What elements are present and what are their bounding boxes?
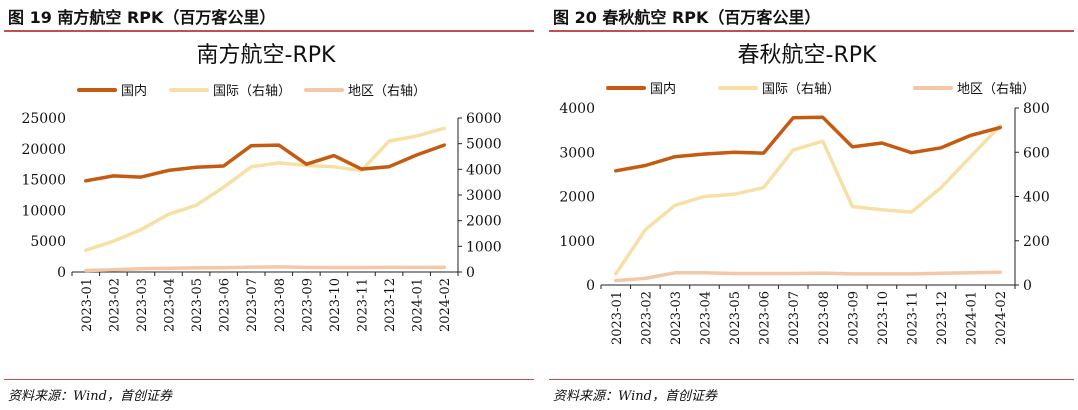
x-tick-label: 2023-05 <box>728 291 743 345</box>
y-right-tick-label: 5000 <box>466 137 502 153</box>
x-tick-label: 2023-11 <box>356 278 371 332</box>
x-tick-label: 2023-03 <box>135 278 150 332</box>
x-tick-label: 2023-06 <box>218 278 233 332</box>
source-rule <box>549 379 1074 380</box>
y-right-tick-label: 200 <box>1023 234 1050 250</box>
x-tick-label: 2023-01 <box>80 278 95 332</box>
x-tick-label: 2023-07 <box>245 278 260 332</box>
legend-label-1: 国际（右轴） <box>213 84 291 99</box>
source-label: 资料来源： <box>8 389 74 404</box>
x-tick-label: 2023-04 <box>699 291 714 345</box>
y-left-tick-label: 0 <box>57 265 66 281</box>
source-note: 资料来源：Wind，首创证券 <box>553 385 717 404</box>
y-left-tick-label: 1000 <box>559 234 595 250</box>
panel-south-airlines: 图 19 南方航空 RPK（百万客公里） 南方航空-RPK 国内 国际（右轴） 地区（… <box>0 0 538 410</box>
x-tick-label: 2023-05 <box>190 278 205 332</box>
legend-label-0: 国内 <box>121 83 147 99</box>
chart-title: 春秋航空-RPK <box>738 43 877 68</box>
y-left-tick-label: 25000 <box>21 111 66 127</box>
y-right-tick-label: 3000 <box>466 188 502 204</box>
figure-title: 图 20 春秋航空 RPK（百万客公里） <box>553 8 821 27</box>
y-right-tick-label: 400 <box>1023 190 1050 206</box>
chart-title: 南方航空-RPK <box>197 43 336 68</box>
x-tick-label: 2023-09 <box>846 291 861 345</box>
x-tick-label: 2023-08 <box>817 291 832 345</box>
x-tick-label: 2023-12 <box>935 291 950 345</box>
x-tick-label: 2024-01 <box>965 291 980 345</box>
legend-label-2: 地区（右轴） <box>348 84 426 99</box>
chart-spring-airlines-rpk: 春秋航空-RPK 国内 国际（右轴） 地区（右轴） 0 1000 2000 3000 4000 0… <box>559 43 1050 345</box>
x-tick-label: 2023-02 <box>107 278 122 332</box>
y-right-tick-label: 6000 <box>466 111 502 127</box>
title-rule <box>4 30 534 32</box>
y-left-tick-label: 0 <box>586 278 595 294</box>
y-left-tick-label: 10000 <box>21 203 66 219</box>
y-left-tick-label: 3000 <box>559 145 595 161</box>
x-tick-label: 2023-10 <box>876 291 891 345</box>
x-tick-label: 2023-08 <box>273 278 288 332</box>
series-line-1 <box>84 126 446 252</box>
y-right-tick-label: 0 <box>466 265 475 281</box>
legend-label-1: 国际（右轴） <box>762 82 840 97</box>
y-left-tick-label: 4000 <box>559 101 595 117</box>
x-tick-label: 2023-10 <box>328 278 343 332</box>
x-tick-label: 2024-02 <box>438 278 453 332</box>
panel-spring-airlines: 图 20 春秋航空 RPK（百万客公里） 春秋航空-RPK 国内 国际（右轴） 地区（… <box>545 0 1078 410</box>
x-tick-label: 2023-02 <box>639 291 654 345</box>
series-line-0 <box>614 115 1002 173</box>
legend-label-0: 国内 <box>650 81 676 97</box>
source-note: 资料来源：Wind，首创证券 <box>8 385 172 404</box>
x-tick-label: 2023-07 <box>787 291 802 345</box>
series-line-0 <box>84 143 446 183</box>
y-right-tick-label: 2000 <box>466 214 502 230</box>
y-left-tick-label: 2000 <box>559 190 595 206</box>
x-tick-label: 2023-11 <box>906 291 921 345</box>
y-left-tick-label: 15000 <box>21 173 66 189</box>
source-label: 资料来源： <box>553 389 619 404</box>
figure-title: 图 19 南方航空 RPK（百万客公里） <box>8 8 276 27</box>
legend-label-2: 地区（右轴） <box>957 82 1035 97</box>
x-tick-label: 2023-04 <box>163 278 178 332</box>
series-line-2 <box>614 270 1002 283</box>
x-tick-label: 2024-02 <box>994 291 1009 345</box>
x-tick-label: 2023-12 <box>383 278 398 332</box>
source-text: Wind，首创证券 <box>73 389 173 404</box>
y-right-tick-label: 800 <box>1023 101 1050 117</box>
x-tick-label: 2024-01 <box>411 278 426 332</box>
title-rule <box>549 30 1074 32</box>
source-text: Wind，首创证券 <box>618 389 718 404</box>
series-line-1 <box>614 123 1002 276</box>
x-tick-label: 2023-09 <box>300 278 315 332</box>
source-rule <box>4 379 534 380</box>
y-left-tick-label: 5000 <box>30 234 66 250</box>
y-right-tick-label: 4000 <box>466 162 502 178</box>
x-tick-label: 2023-01 <box>610 291 625 345</box>
series-line-2 <box>84 265 446 273</box>
y-right-tick-label: 1000 <box>466 239 502 255</box>
y-right-tick-label: 600 <box>1023 145 1050 161</box>
y-right-tick-label: 0 <box>1023 278 1032 294</box>
y-left-tick-label: 20000 <box>21 142 66 158</box>
x-tick-label: 2023-03 <box>669 291 684 345</box>
x-tick-label: 2023-06 <box>758 291 773 345</box>
